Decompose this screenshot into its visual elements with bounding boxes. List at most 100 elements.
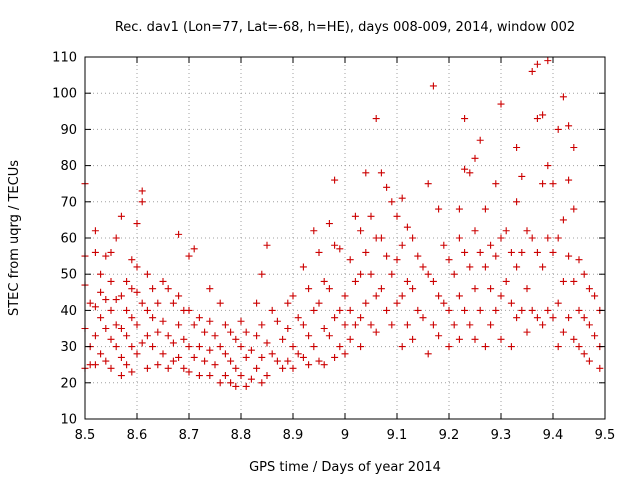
data-point xyxy=(419,263,427,271)
data-point xyxy=(164,332,172,340)
x-tick-label: 8.5 xyxy=(75,428,96,443)
data-point xyxy=(117,212,125,220)
data-point xyxy=(133,263,141,271)
data-point xyxy=(481,343,489,351)
data-point xyxy=(409,285,417,293)
data-point xyxy=(128,368,136,376)
data-point xyxy=(123,277,131,285)
x-axis-label: GPS time / Days of year 2014 xyxy=(249,460,441,475)
x-tick-label: 9.5 xyxy=(595,428,616,443)
data-point xyxy=(128,314,136,322)
data-point xyxy=(424,350,432,358)
data-point xyxy=(315,357,323,365)
data-point xyxy=(185,368,193,376)
data-point xyxy=(289,292,297,300)
data-point xyxy=(357,314,365,322)
data-point xyxy=(445,343,453,351)
data-point xyxy=(539,180,547,188)
data-point xyxy=(331,314,339,322)
axis-ticks xyxy=(84,56,606,420)
data-point xyxy=(398,292,406,300)
data-point xyxy=(91,303,99,311)
data-point xyxy=(539,321,547,329)
y-tick-label: 10 xyxy=(60,413,77,428)
data-point xyxy=(414,252,422,260)
data-point xyxy=(585,285,593,293)
data-point xyxy=(362,169,370,177)
data-point xyxy=(575,306,583,314)
y-tick-label: 60 xyxy=(60,232,77,247)
data-point xyxy=(107,335,115,343)
data-point xyxy=(450,321,458,329)
data-point xyxy=(388,270,396,278)
data-point xyxy=(565,314,573,322)
data-point xyxy=(138,198,146,206)
data-point xyxy=(435,292,443,300)
x-tick-label: 8.7 xyxy=(179,428,200,443)
data-point xyxy=(435,332,443,340)
y-tick-labels: 10 20 30 40 50 60 70 80 90 100 110 xyxy=(52,51,77,428)
data-point xyxy=(346,335,354,343)
data-point xyxy=(513,314,521,322)
data-point xyxy=(112,321,120,329)
data-point xyxy=(383,252,391,260)
data-point xyxy=(362,299,370,307)
data-point xyxy=(138,299,146,307)
data-point xyxy=(409,335,417,343)
data-point xyxy=(497,234,505,242)
data-point xyxy=(237,343,245,351)
data-point xyxy=(492,252,500,260)
data-point xyxy=(367,321,375,329)
data-point xyxy=(86,299,94,307)
data-point xyxy=(372,328,380,336)
data-point xyxy=(518,306,526,314)
data-point xyxy=(341,321,349,329)
data-point xyxy=(528,306,536,314)
data-point xyxy=(185,343,193,351)
data-point xyxy=(263,241,271,249)
data-point xyxy=(279,335,287,343)
data-point xyxy=(554,125,562,133)
data-point xyxy=(570,144,578,151)
data-point xyxy=(331,176,339,184)
data-point xyxy=(206,317,214,325)
data-points xyxy=(81,57,604,390)
data-point xyxy=(169,299,177,307)
data-point xyxy=(544,162,552,170)
data-point xyxy=(279,364,287,372)
data-point xyxy=(320,277,328,285)
data-point xyxy=(325,220,333,228)
data-point xyxy=(97,270,105,278)
data-point xyxy=(123,361,131,369)
data-point xyxy=(559,93,567,101)
data-point xyxy=(346,306,354,314)
data-point xyxy=(502,227,510,235)
data-point xyxy=(377,169,385,177)
data-point xyxy=(455,234,463,242)
data-point xyxy=(523,328,531,336)
data-point xyxy=(102,357,110,365)
data-point xyxy=(544,234,552,242)
data-point xyxy=(336,245,344,253)
data-point xyxy=(216,343,224,351)
x-tick-label: 8.6 xyxy=(127,428,148,443)
data-point xyxy=(393,256,401,264)
data-point xyxy=(195,314,203,322)
data-point xyxy=(398,241,406,249)
data-point xyxy=(403,277,411,285)
data-point xyxy=(383,306,391,314)
data-point xyxy=(289,364,297,372)
data-point xyxy=(533,314,541,322)
y-tick-label: 110 xyxy=(52,51,77,66)
data-point xyxy=(565,252,573,260)
data-point xyxy=(559,328,567,336)
data-point xyxy=(502,277,510,285)
data-point xyxy=(133,288,141,296)
data-point xyxy=(112,234,120,242)
data-point xyxy=(190,245,198,253)
data-point xyxy=(268,306,276,314)
data-point xyxy=(294,314,302,322)
data-point xyxy=(559,277,567,285)
data-point xyxy=(445,256,453,264)
data-point xyxy=(507,248,515,256)
